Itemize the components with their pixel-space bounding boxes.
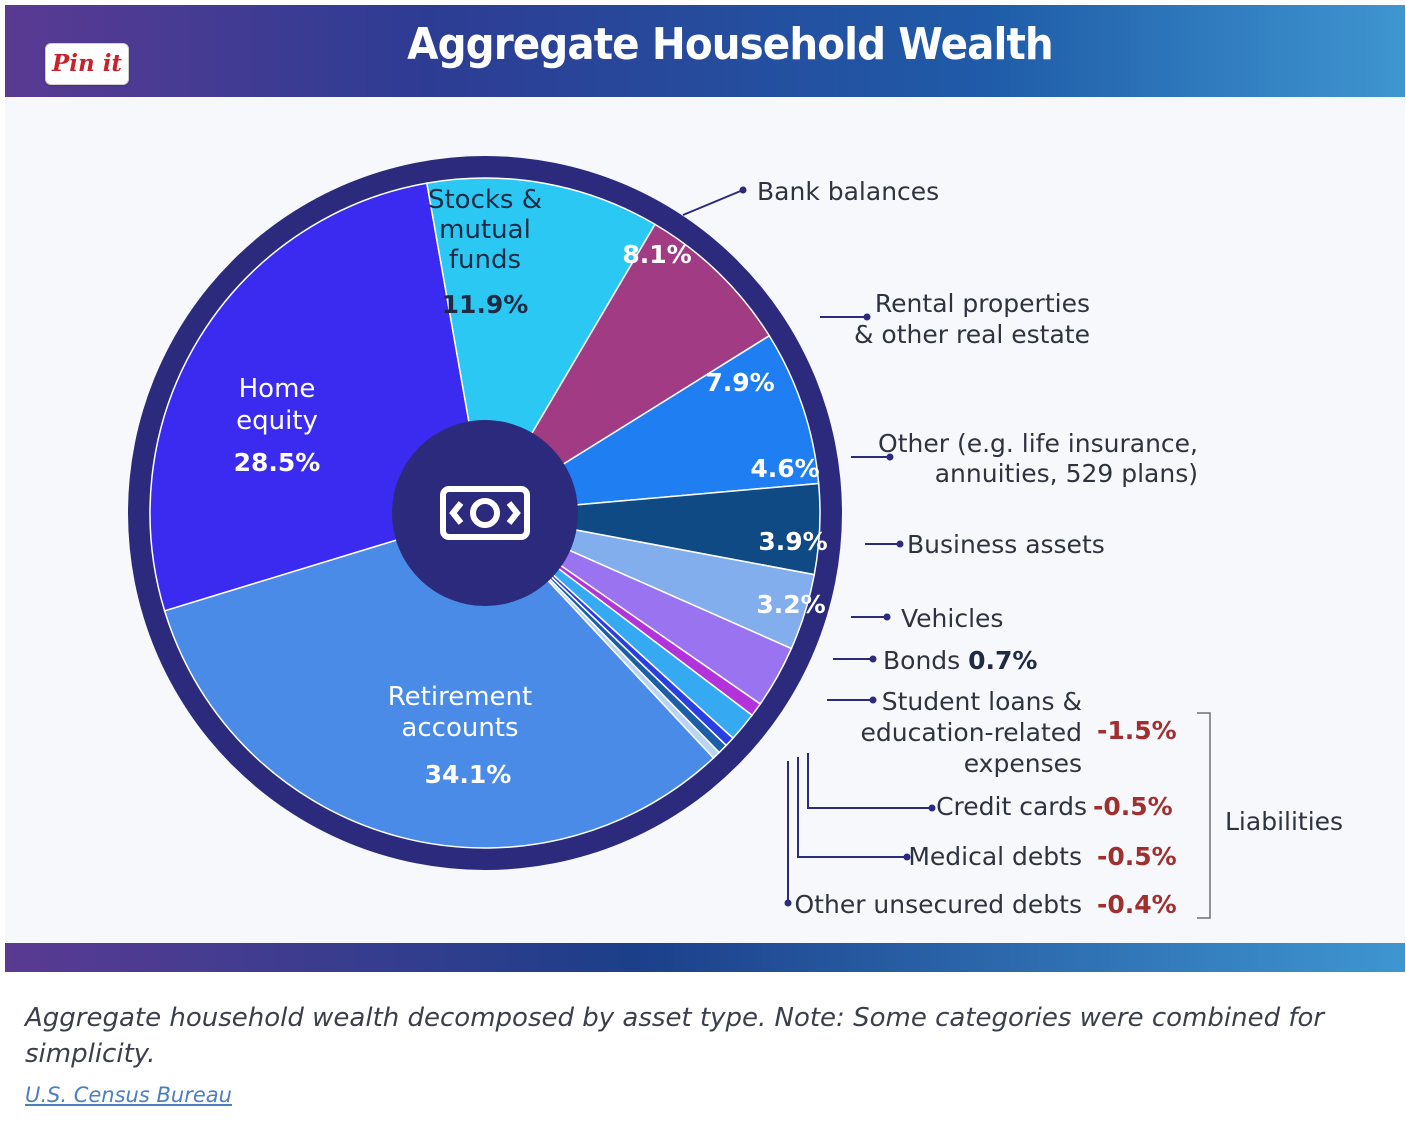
callout-label: annuities, 529 plans) — [935, 459, 1198, 488]
money-bill-icon — [470, 498, 500, 528]
money-bill-icon — [449, 501, 464, 525]
slice-label: mutual — [439, 215, 531, 245]
header-banner: Aggregate Household Wealth Pin it — [5, 5, 1405, 97]
slice-value: 28.5% — [234, 448, 321, 477]
liabilities-bracket — [1197, 712, 1211, 919]
liabilities-label: Liabilities — [1225, 807, 1343, 836]
liability-value: -0.4% — [1097, 890, 1177, 919]
callout-label: Other unsecured debts — [795, 890, 1083, 919]
slice-label: accounts — [401, 713, 518, 743]
callout-label: education-related — [861, 718, 1083, 747]
leader-dot — [869, 696, 877, 704]
slice-value: 34.1% — [425, 760, 512, 789]
callout-label: Rental properties — [875, 289, 1090, 318]
money-bill-icon — [440, 486, 530, 540]
slice-value: 3.2% — [756, 590, 825, 619]
callout-label: Bonds 0.7% — [883, 646, 1037, 675]
callout-label: Bank balances — [757, 177, 939, 206]
slice-label: Home — [239, 374, 316, 404]
leader-dot — [903, 853, 911, 861]
leader-line — [797, 757, 907, 858]
leader-line — [682, 189, 744, 216]
footer-band — [5, 943, 1405, 972]
callout-label: Medical debts — [908, 842, 1082, 871]
leader-dot — [928, 804, 936, 812]
slice-value: 8.1% — [622, 240, 691, 269]
leader-dot — [784, 899, 792, 907]
callout-label: & other real estate — [854, 320, 1090, 349]
pin-it-button[interactable]: Pin it — [45, 43, 129, 85]
slice-label: Stocks & — [428, 185, 542, 215]
leader-line — [807, 753, 932, 809]
callout-label: Business assets — [907, 530, 1105, 559]
slice-label: equity — [236, 406, 318, 436]
pie-slice — [484, 223, 771, 514]
leader-dot — [883, 613, 891, 621]
infographic: Aggregate Household Wealth Pin it Stocks… — [5, 5, 1405, 972]
chart-title: Aggregate Household Wealth — [407, 19, 1054, 70]
liability-value: -0.5% — [1097, 842, 1177, 871]
leader-dot — [863, 313, 871, 321]
leader-dot — [739, 186, 747, 194]
leader-dot — [886, 453, 894, 461]
slice-label: Retirement — [388, 682, 532, 712]
slice-value: 4.6% — [750, 454, 819, 483]
figure-caption: Aggregate household wealth decomposed by… — [25, 1003, 1325, 1069]
pie-slice — [163, 512, 715, 849]
liability-value: -0.5% — [1093, 792, 1173, 821]
slice-label: funds — [449, 245, 521, 275]
leader-dot — [869, 655, 877, 663]
pie-center-hole — [392, 420, 578, 606]
money-bill-icon — [506, 501, 521, 525]
leader-dot — [896, 540, 904, 548]
slice-value: 11.9% — [442, 290, 529, 319]
callout-label: Student loans & — [882, 687, 1082, 716]
callout-label: Credit cards — [936, 792, 1087, 821]
liability-value: -1.5% — [1097, 716, 1177, 745]
source-link[interactable]: U.S. Census Bureau — [25, 1083, 232, 1107]
callout-label: Vehicles — [901, 604, 1003, 633]
slice-value: 3.9% — [758, 527, 827, 556]
callout-label: Other (e.g. life insurance, — [878, 429, 1198, 458]
slice-value: 7.9% — [705, 368, 774, 397]
callout-label: expenses — [964, 749, 1082, 778]
pie-slice — [484, 334, 820, 514]
